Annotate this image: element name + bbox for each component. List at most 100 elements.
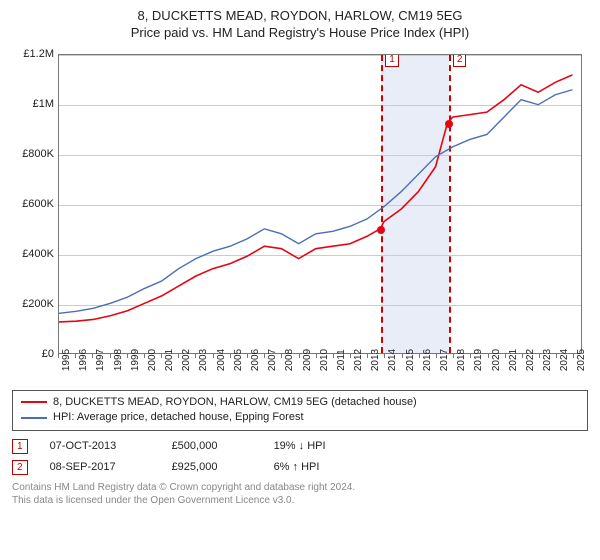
sale-date-2: 08-SEP-2017 xyxy=(50,461,150,473)
y-axis-label: £800K xyxy=(12,148,54,160)
legend-box: 8, DUCKETTS MEAD, ROYDON, HARLOW, CM19 5… xyxy=(12,390,588,431)
legend-row-hpi: HPI: Average price, detached house, Eppi… xyxy=(21,410,579,425)
y-axis-label: £1.2M xyxy=(12,48,54,60)
x-axis-label: 2014 xyxy=(387,349,398,371)
title-line-1: 8, DUCKETTS MEAD, ROYDON, HARLOW, CM19 5… xyxy=(12,8,588,25)
x-axis-label: 2019 xyxy=(473,349,484,371)
sale-price-1: £500,000 xyxy=(172,440,252,452)
legend-swatch-hpi xyxy=(21,417,47,419)
x-axis-label: 2024 xyxy=(559,349,570,371)
y-axis-label: £200K xyxy=(12,298,54,310)
x-axis-label: 2016 xyxy=(422,349,433,371)
x-axis-label: 2013 xyxy=(370,349,381,371)
chart-lines xyxy=(59,55,581,353)
sale-marker xyxy=(377,226,385,234)
x-tick xyxy=(299,354,300,358)
sale-row-1: 1 07-OCT-2013 £500,000 19% ↓ HPI xyxy=(12,439,588,454)
legend-swatch-property xyxy=(21,401,47,403)
sale-badge-1: 1 xyxy=(12,439,28,454)
sales-table: 1 07-OCT-2013 £500,000 19% ↓ HPI 2 08-SE… xyxy=(12,439,588,475)
chart-area: 12 £0 £200K £400K £600K £800K £1M £1.2M 1995 199… xyxy=(12,48,588,388)
x-axis-label: 2011 xyxy=(336,349,347,371)
x-tick xyxy=(573,354,574,358)
x-tick xyxy=(127,354,128,358)
x-axis-label: 2002 xyxy=(181,349,192,371)
x-tick xyxy=(110,354,111,358)
footnote-line-1: Contains HM Land Registry data © Crown c… xyxy=(12,481,588,494)
x-axis-label: 1996 xyxy=(78,349,89,371)
x-tick xyxy=(522,354,523,358)
title-line-2: Price paid vs. HM Land Registry's House … xyxy=(12,25,588,42)
sale-row-2: 2 08-SEP-2017 £925,000 6% ↑ HPI xyxy=(12,460,588,475)
footnote-line-2: This data is licensed under the Open Gov… xyxy=(12,494,588,507)
x-tick xyxy=(367,354,368,358)
sale-diff-2: 6% ↑ HPI xyxy=(274,461,374,473)
x-tick xyxy=(178,354,179,358)
legend-label-hpi: HPI: Average price, detached house, Eppi… xyxy=(53,410,304,425)
plot-region: 12 xyxy=(58,54,582,354)
x-axis-label: 1995 xyxy=(61,349,72,371)
x-tick xyxy=(333,354,334,358)
x-axis-label: 2018 xyxy=(456,349,467,371)
x-tick xyxy=(92,354,93,358)
x-axis-label: 1998 xyxy=(113,349,124,371)
x-tick xyxy=(213,354,214,358)
x-tick xyxy=(264,354,265,358)
x-tick xyxy=(419,354,420,358)
x-tick xyxy=(384,354,385,358)
x-axis-label: 2025 xyxy=(576,349,587,371)
y-axis-label: £600K xyxy=(12,198,54,210)
sale-diff-1: 19% ↓ HPI xyxy=(274,440,374,452)
x-tick xyxy=(436,354,437,358)
x-tick xyxy=(230,354,231,358)
x-tick xyxy=(195,354,196,358)
x-axis-label: 2006 xyxy=(250,349,261,371)
x-tick xyxy=(144,354,145,358)
x-tick xyxy=(453,354,454,358)
x-tick xyxy=(281,354,282,358)
y-axis-label: £1M xyxy=(12,98,54,110)
x-axis-label: 2023 xyxy=(542,349,553,371)
x-axis-label: 2020 xyxy=(491,349,502,371)
x-tick xyxy=(470,354,471,358)
sale-date-1: 07-OCT-2013 xyxy=(50,440,150,452)
legend-row-property: 8, DUCKETTS MEAD, ROYDON, HARLOW, CM19 5… xyxy=(21,395,579,410)
x-axis-label: 2017 xyxy=(439,349,450,371)
x-axis-label: 2007 xyxy=(267,349,278,371)
y-axis-label: £0 xyxy=(12,348,54,360)
x-tick xyxy=(58,354,59,358)
x-tick xyxy=(505,354,506,358)
x-axis-label: 1999 xyxy=(130,349,141,371)
x-tick xyxy=(75,354,76,358)
x-tick xyxy=(316,354,317,358)
sale-marker xyxy=(445,120,453,128)
x-tick xyxy=(350,354,351,358)
x-axis-label: 1997 xyxy=(95,349,106,371)
x-tick xyxy=(488,354,489,358)
x-axis-label: 2008 xyxy=(284,349,295,371)
x-axis-label: 2010 xyxy=(319,349,330,371)
y-axis-label: £400K xyxy=(12,248,54,260)
series-property xyxy=(59,75,572,322)
x-tick xyxy=(161,354,162,358)
series-hpi xyxy=(59,90,572,314)
sale-price-2: £925,000 xyxy=(172,461,252,473)
x-axis-label: 2001 xyxy=(164,349,175,371)
x-axis-label: 2015 xyxy=(405,349,416,371)
legend-label-property: 8, DUCKETTS MEAD, ROYDON, HARLOW, CM19 5… xyxy=(53,395,417,410)
x-axis-label: 2003 xyxy=(198,349,209,371)
x-axis-label: 2005 xyxy=(233,349,244,371)
x-axis-label: 2021 xyxy=(508,349,519,371)
x-tick xyxy=(247,354,248,358)
chart-container: 8, DUCKETTS MEAD, ROYDON, HARLOW, CM19 5… xyxy=(0,0,600,511)
x-tick xyxy=(539,354,540,358)
x-axis-label: 2004 xyxy=(216,349,227,371)
sale-badge-2: 2 xyxy=(12,460,28,475)
x-axis-label: 2009 xyxy=(302,349,313,371)
x-axis-label: 2012 xyxy=(353,349,364,371)
x-tick xyxy=(556,354,557,358)
x-axis-label: 2000 xyxy=(147,349,158,371)
x-axis-label: 2022 xyxy=(525,349,536,371)
footnote: Contains HM Land Registry data © Crown c… xyxy=(12,481,588,507)
x-tick xyxy=(402,354,403,358)
